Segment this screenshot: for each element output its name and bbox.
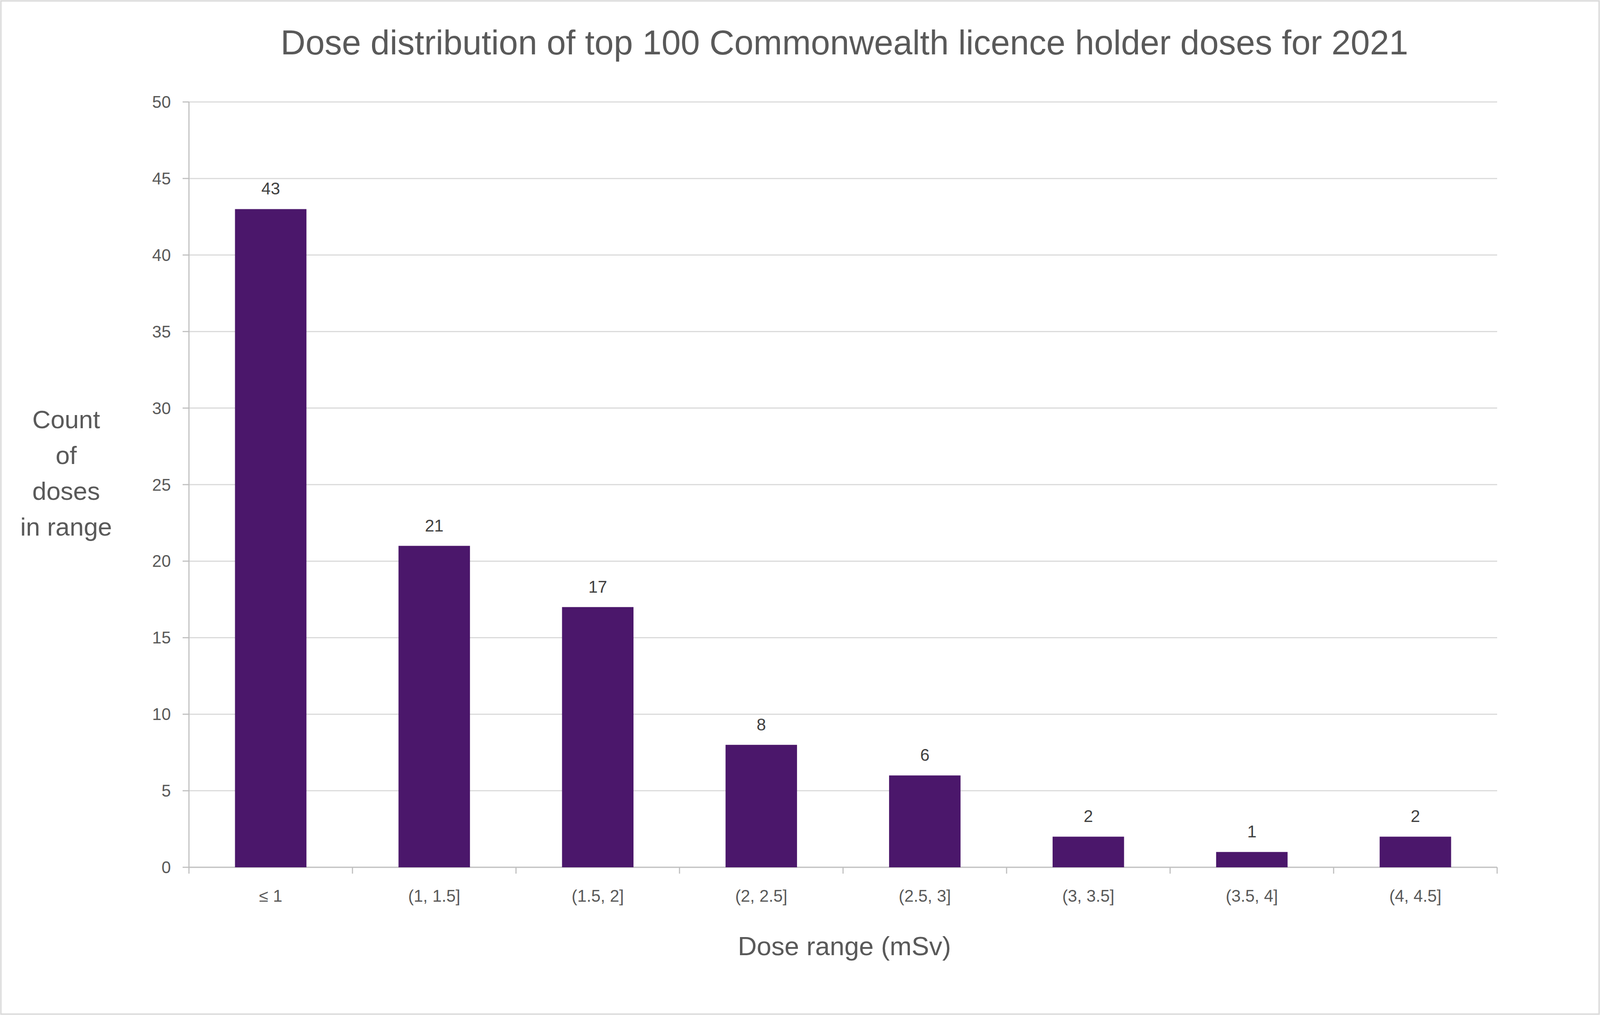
data-label: 1 [1247, 822, 1257, 842]
y-tick [182, 254, 189, 257]
y-tick-label: 15 [152, 628, 171, 648]
y-tick-label: 25 [152, 475, 171, 495]
data-label: 21 [425, 516, 444, 536]
y-tick-label: 20 [152, 551, 171, 571]
y-tick-label: 45 [152, 169, 171, 189]
data-label: 17 [588, 577, 608, 597]
y-tick [182, 560, 189, 562]
bar [235, 208, 307, 868]
grid-line [188, 637, 1498, 639]
chart-border [0, 0, 1600, 1015]
bar [1216, 851, 1288, 868]
y-tick [182, 790, 189, 792]
y-tick [182, 101, 189, 103]
y-tick-label: 30 [152, 399, 171, 418]
y-tick-label: 35 [152, 322, 171, 342]
bar [561, 607, 634, 868]
data-label: 43 [261, 179, 281, 199]
y-tick [182, 713, 189, 716]
y-tick-label: 0 [161, 858, 171, 877]
grid-line [188, 790, 1498, 792]
grid-line [188, 407, 1498, 409]
y-tick-label: 40 [152, 246, 171, 265]
x-tick [515, 867, 518, 874]
y-tick-label: 10 [152, 705, 171, 724]
x-tick [352, 867, 354, 874]
chart-root: Dose distribution of top 100 Commonwealt… [0, 0, 1600, 1015]
x-tick [1333, 867, 1335, 874]
x-tick [188, 867, 190, 874]
chart-title: Dose distribution of top 100 Commonwealt… [280, 23, 1408, 62]
y-tick-label: 5 [161, 781, 171, 801]
data-label: 8 [756, 715, 767, 735]
y-axis-title-line: Count [32, 405, 101, 434]
y-tick-label: 50 [152, 92, 171, 112]
y-axis-title: Count of doses in range [20, 405, 112, 542]
grid-line [188, 178, 1498, 180]
y-tick [182, 407, 189, 409]
y-axis [188, 101, 190, 868]
grid-line [188, 330, 1498, 333]
y-tick [182, 178, 189, 180]
y-tick [182, 866, 189, 869]
bar [1052, 836, 1125, 868]
x-tick-label: (3, 3.5] [1062, 886, 1115, 906]
y-axis-title-line: in range [20, 512, 112, 542]
grid-line [188, 483, 1498, 486]
data-label: 2 [1083, 807, 1094, 826]
bar [398, 546, 470, 868]
y-axis-title-line: of [55, 440, 78, 470]
x-tick-label: (1.5, 2] [571, 886, 624, 906]
data-label: 2 [1410, 807, 1421, 826]
x-tick [678, 867, 681, 874]
y-tick [182, 330, 189, 333]
x-tick [1005, 867, 1008, 874]
grid-line [188, 254, 1498, 257]
x-axis-title: Dose range (mSv) [737, 931, 952, 961]
y-tick [182, 637, 189, 639]
x-tick-label: (1, 1.5] [408, 886, 461, 906]
bar [889, 775, 961, 868]
grid-line [188, 101, 1498, 103]
y-tick [182, 483, 189, 486]
grid-line [188, 560, 1498, 562]
x-tick [1169, 867, 1171, 874]
bars [235, 208, 1452, 868]
x-tick-label: (2.5, 3] [898, 886, 951, 906]
chart-svg: Dose distribution of top 100 Commonwealt… [0, 0, 1600, 1015]
bar [1379, 836, 1452, 868]
x-tick [1496, 867, 1499, 874]
grid-line [188, 713, 1498, 716]
x-tick-label: (3.5, 4] [1225, 886, 1278, 906]
x-tick-label: (4, 4.5] [1389, 886, 1442, 906]
x-tick-label: (2, 2.5] [734, 886, 788, 906]
x-tick [842, 867, 844, 874]
data-label: 6 [920, 745, 930, 765]
x-tick-label: ≤ 1 [259, 886, 283, 906]
bar [725, 744, 798, 868]
y-axis-title-line: doses [32, 476, 100, 506]
